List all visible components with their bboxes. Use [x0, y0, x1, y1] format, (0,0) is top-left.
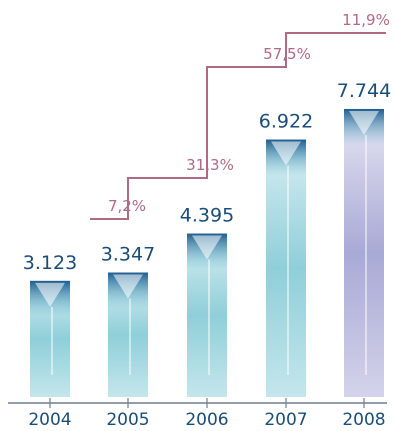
growth-label: 7,2% [108, 197, 146, 215]
bar-2007 [266, 140, 306, 397]
value-label: 4.395 [180, 205, 234, 227]
year-label: 2008 [342, 410, 385, 430]
growth-step-line [90, 33, 386, 219]
value-label: 7.744 [337, 80, 391, 102]
year-label: 2007 [264, 410, 307, 430]
bar-2008 [344, 109, 384, 397]
bar-2006 [187, 234, 227, 397]
bar-body [344, 109, 384, 397]
value-label: 3.123 [23, 252, 77, 274]
year-label: 2005 [106, 410, 149, 430]
bar-2004 [30, 281, 70, 397]
growth-label: 57,5% [263, 45, 311, 63]
growth-label: 31,3% [186, 156, 234, 174]
year-label: 2004 [28, 410, 71, 430]
value-label: 6.922 [259, 111, 313, 133]
growth-label: 11,9% [342, 11, 390, 29]
year-label: 2006 [185, 410, 228, 430]
bar-2005 [108, 273, 148, 397]
bar-body [266, 140, 306, 397]
value-label: 3.347 [101, 244, 155, 266]
